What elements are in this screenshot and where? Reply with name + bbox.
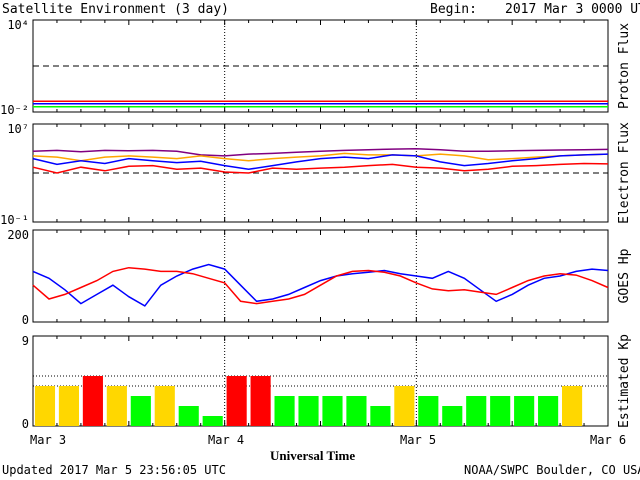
kp-bar <box>394 386 415 426</box>
proton-frame <box>32 19 609 113</box>
kp-bar <box>514 396 535 426</box>
goes_hp-series-red <box>32 266 609 305</box>
kp-y-tick-bottom: 0 <box>22 417 29 431</box>
kp-bar <box>490 396 511 426</box>
kp-bar <box>274 396 295 426</box>
kp-bar <box>346 396 367 426</box>
updated-text: Updated 2017 Mar 5 23:56:05 UTC <box>2 463 226 477</box>
kp-y-axis-label: Estimated Kp <box>617 334 632 428</box>
kp-bar <box>442 406 463 426</box>
electron-series-red <box>32 162 609 174</box>
electron-series-blue <box>32 153 609 171</box>
kp-bar <box>178 406 199 426</box>
kp-bar <box>130 396 151 426</box>
kp-bar <box>202 416 223 426</box>
proton-y-axis-label: Proton Flux <box>617 23 632 109</box>
kp-bar <box>250 376 271 426</box>
electron-y-axis-label: Electron Flux <box>617 122 632 224</box>
begin-value: 2017 Mar 3 0000 UTC <box>505 2 640 17</box>
kp-bar <box>82 376 103 426</box>
goes_hp-y-axis-label: GOES Hp <box>617 248 632 303</box>
credit-text: NOAA/SWPC Boulder, CO USA <box>464 463 640 477</box>
kp-bar <box>322 396 343 426</box>
kp-bar <box>58 386 79 426</box>
chart-title: Satellite Environment (3 day) <box>2 2 229 17</box>
x-tick-mar5: Mar 5 <box>400 433 436 447</box>
kp-bar <box>226 376 247 426</box>
begin-label: Begin: <box>430 2 477 17</box>
kp-bar <box>298 396 319 426</box>
proton-y-tick-top: 10⁴ <box>7 18 29 32</box>
kp-bar <box>418 396 439 426</box>
electron-y-tick-top: 10⁷ <box>7 122 29 136</box>
goes_hp-frame <box>32 229 609 323</box>
goes_hp-series-blue <box>32 263 609 307</box>
x-tick-mar3: Mar 3 <box>30 433 66 447</box>
proton-y-tick-bottom: 10⁻² <box>0 103 29 117</box>
x-tick-mar4: Mar 4 <box>208 433 244 447</box>
kp-bar <box>370 406 391 426</box>
kp-bar <box>106 386 127 426</box>
x-tick-mar6: Mar 6 <box>590 433 626 447</box>
goes_hp-y-tick-top: 200 <box>7 228 29 242</box>
electron-frame <box>32 123 609 223</box>
kp-y-tick-top: 9 <box>22 334 29 348</box>
electron-series-orange <box>32 152 609 162</box>
x-axis-label: Universal Time <box>270 448 355 463</box>
kp-bar <box>562 386 583 426</box>
kp-bar <box>538 396 559 426</box>
electron-series-purple <box>32 148 609 157</box>
kp-bar <box>466 396 487 426</box>
kp-bar <box>34 386 56 426</box>
chart-panels: 10⁴ 10⁻² Proton Flux 10⁷ 10⁻¹ Electron Flux 20… <box>0 18 632 431</box>
goes_hp-y-tick-bottom: 0 <box>22 313 29 327</box>
kp-bar <box>154 386 175 426</box>
electron-y-tick-bottom: 10⁻¹ <box>0 213 29 227</box>
